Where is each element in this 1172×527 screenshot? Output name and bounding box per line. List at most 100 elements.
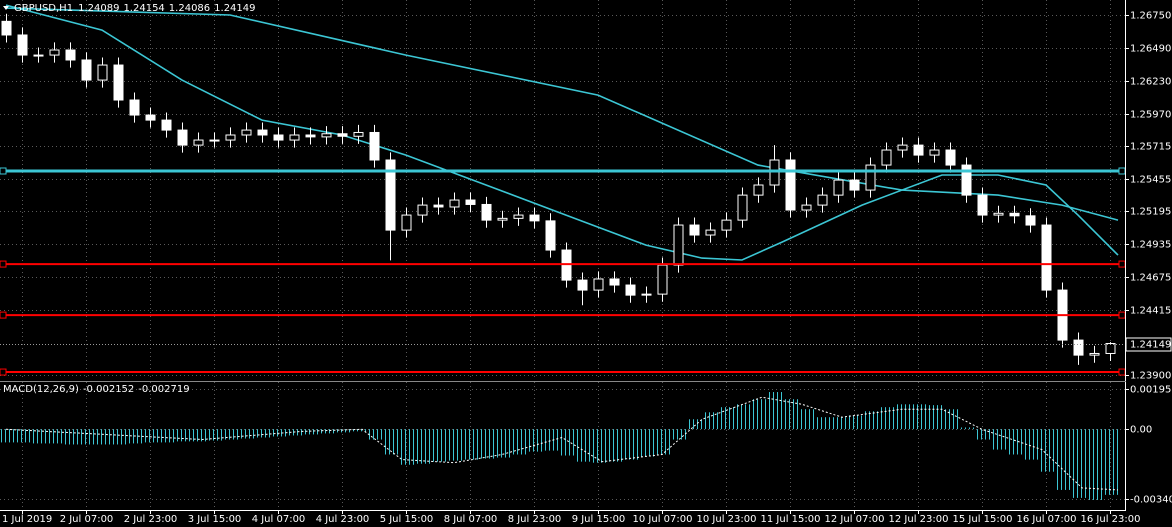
macd-bar <box>926 405 942 430</box>
candle-body <box>513 214 524 219</box>
macd-bar <box>398 429 414 465</box>
macd-bar <box>702 412 718 430</box>
candle-body <box>993 212 1004 216</box>
candle-body <box>833 179 844 196</box>
macd-bar <box>366 429 382 440</box>
macd-bar <box>206 429 222 441</box>
macd-bar <box>1022 429 1038 460</box>
candle-body <box>145 114 156 121</box>
candle-body <box>433 204 444 208</box>
indicator-title: MACD(12,26,9) <box>3 384 79 395</box>
chart-header: GBPUSD,H1 1.24089 1.24154 1.24086 1.24149 <box>14 3 256 14</box>
indicator-header: MACD(12,26,9) -0.002152 -0.002719 <box>3 384 190 395</box>
candle-body <box>673 224 684 266</box>
macd-bar <box>318 429 334 434</box>
macd-bar <box>430 429 446 462</box>
macd-bar <box>718 407 734 430</box>
macd-bar <box>574 429 590 462</box>
macd-bar <box>686 419 702 430</box>
candle-body <box>273 134 284 141</box>
candle-body <box>1073 339 1084 356</box>
x-tick-label: 3 Jul 15:00 <box>188 514 242 525</box>
candle-body <box>481 203 492 221</box>
y-tick-label: 0.00 <box>1130 425 1152 436</box>
macd-bar <box>862 411 878 430</box>
x-tick-label: 2 Jul 23:00 <box>124 514 178 525</box>
last-high: 1.24154 <box>123 3 164 14</box>
candle-body <box>1105 343 1116 354</box>
candle-body <box>737 194 748 221</box>
macd-bar <box>494 429 510 458</box>
macd-bar <box>222 429 238 440</box>
macd-bar <box>830 417 846 430</box>
macd-bar <box>302 429 318 435</box>
macd-bar <box>958 427 974 430</box>
macd-bar <box>142 429 158 443</box>
candle-body <box>417 204 428 216</box>
current-price-box <box>1125 337 1172 352</box>
candle-body <box>209 139 220 142</box>
macd-bar <box>542 429 558 451</box>
candle-body <box>929 149 940 156</box>
candle-body <box>545 220 556 251</box>
candle-body <box>529 214 540 222</box>
candle-body <box>129 99 140 116</box>
macd-bar <box>446 429 462 461</box>
macd-bar <box>270 429 286 437</box>
macd-bar <box>654 429 670 455</box>
last-open: 1.24089 <box>78 3 119 14</box>
level-handle <box>1118 368 1126 376</box>
symbol-menu-icon[interactable] <box>3 6 9 10</box>
macd-bar <box>14 429 30 443</box>
candle-body <box>305 134 316 138</box>
x-tick-label: 4 Jul 07:00 <box>252 514 306 525</box>
macd-bar <box>750 399 766 430</box>
macd-bar <box>0 429 14 443</box>
candle-body <box>881 149 892 166</box>
last-close: 1.24149 <box>214 3 255 14</box>
macd-signal-value: -0.002719 <box>138 384 189 395</box>
candle-body <box>625 284 636 296</box>
macd-bar <box>590 429 606 463</box>
macd-bar <box>894 404 910 430</box>
moving-average <box>5 7 1119 221</box>
candle-body <box>465 199 476 205</box>
level-handle <box>0 368 7 376</box>
x-tick-label: 8 Jul 07:00 <box>444 514 498 525</box>
candle-body <box>705 229 716 236</box>
candle-body <box>801 204 812 211</box>
macd-bar <box>814 417 830 430</box>
macd-bar <box>78 429 94 445</box>
macd-bar <box>526 429 542 452</box>
macd-bar <box>558 429 574 456</box>
y-tick-label: 1.26230 <box>1130 77 1171 88</box>
data-layer <box>0 4 1126 500</box>
macd-bar <box>462 429 478 460</box>
candle-body <box>1025 215 1036 226</box>
macd-bar <box>1038 429 1054 472</box>
candle-body <box>65 49 76 61</box>
candle-body <box>1 20 12 36</box>
macd-bar <box>254 429 270 438</box>
candle-body <box>721 219 732 231</box>
macd-bar <box>990 429 1006 450</box>
candle-body <box>289 134 300 141</box>
macd-bar <box>414 429 430 464</box>
candle-body <box>977 194 988 216</box>
candle-body <box>449 199 460 208</box>
macd-bar <box>174 429 190 442</box>
macd-bar <box>846 415 862 430</box>
candle-body <box>785 159 796 211</box>
x-tick-label: 1 Jul 2019 <box>2 514 52 525</box>
y-tick-label: 1.25970 <box>1130 110 1171 121</box>
level-handle <box>1118 167 1126 175</box>
candle-body <box>81 59 92 81</box>
last-low: 1.24086 <box>169 3 210 14</box>
x-tick-label: 12 Jul 23:00 <box>889 514 949 525</box>
x-tick-label: 2 Jul 07:00 <box>60 514 114 525</box>
candle-body <box>353 131 364 137</box>
macd-bar <box>62 429 78 445</box>
